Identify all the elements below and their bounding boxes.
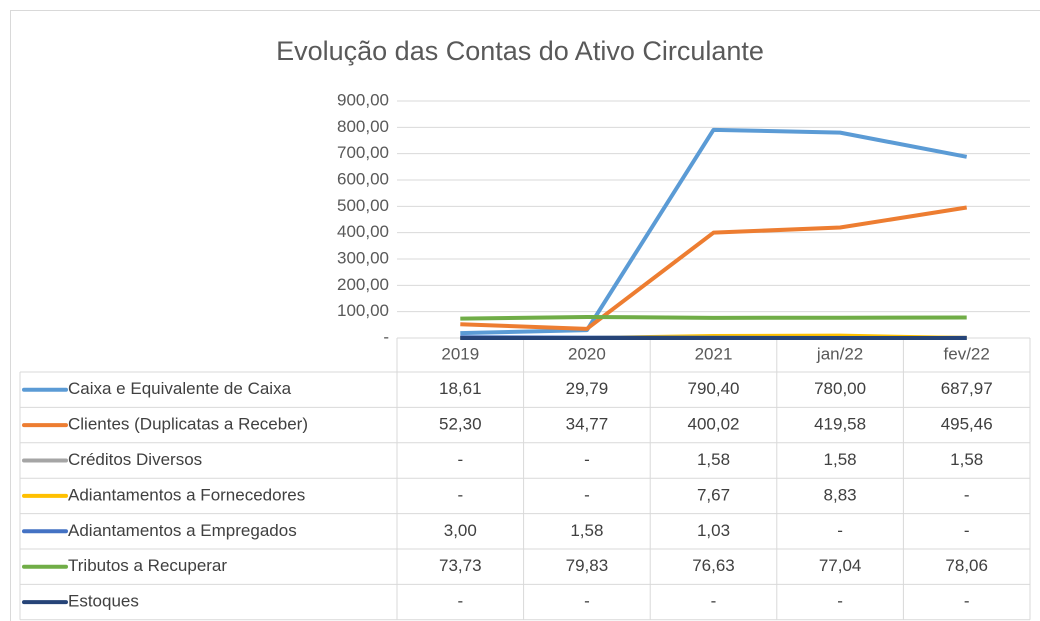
table-cell: - — [457, 485, 463, 504]
table-cell: 419,58 — [814, 415, 866, 434]
series-line — [460, 127, 968, 336]
y-tick-label: 600,00 — [337, 169, 389, 188]
y-tick-label: 300,00 — [337, 248, 389, 267]
series-line — [460, 205, 968, 331]
table-cell: - — [457, 592, 463, 611]
table-cell: 7,67 — [697, 485, 730, 504]
table-cell: 18,61 — [439, 379, 482, 398]
table-cell: 78,06 — [945, 556, 988, 575]
y-tick-label: 700,00 — [337, 143, 389, 162]
x-tick-label: 2019 — [441, 344, 479, 363]
table-cell: - — [584, 450, 590, 469]
y-tick-label: 200,00 — [337, 275, 389, 294]
table-cell: 52,30 — [439, 415, 482, 434]
legend-label: Adiantamentos a Empregados — [68, 521, 297, 540]
legend-label: Clientes (Duplicatas a Receber) — [68, 415, 308, 434]
table-cell: 1,58 — [697, 450, 730, 469]
table-cell: 34,77 — [566, 415, 609, 434]
x-tick-label: 2021 — [695, 344, 733, 363]
series-line — [460, 314, 967, 321]
table-cell: - — [837, 521, 843, 540]
table-cell: 780,00 — [814, 379, 866, 398]
legend-label: Adiantamentos a Fornecedores — [68, 485, 305, 504]
y-tick-label: 400,00 — [337, 222, 389, 241]
y-tick-label: 500,00 — [337, 196, 389, 215]
table-cell: - — [584, 592, 590, 611]
table-cell: 1,58 — [570, 521, 603, 540]
x-tick-label: fev/22 — [944, 344, 990, 363]
table-cell: 687,97 — [941, 379, 993, 398]
table-cell: - — [964, 592, 970, 611]
table-cell: 76,63 — [692, 556, 735, 575]
table-cell: 1,58 — [950, 450, 983, 469]
table-cell: 79,83 — [566, 556, 609, 575]
y-tick-label: - — [383, 327, 389, 346]
chart-border — [10, 10, 1040, 621]
x-tick-label: 2020 — [568, 344, 606, 363]
legend-label: Tributos a Recuperar — [68, 556, 227, 575]
table-cell: 3,00 — [444, 521, 477, 540]
table-cell: 790,40 — [688, 379, 740, 398]
y-tick-label: 800,00 — [337, 117, 389, 136]
table-cell: 8,83 — [824, 485, 857, 504]
table-cell: - — [964, 521, 970, 540]
table-cell: - — [964, 485, 970, 504]
legend-label: Créditos Diversos — [68, 450, 202, 469]
table-cell: 73,73 — [439, 556, 482, 575]
table-cell: 400,02 — [688, 415, 740, 434]
table-cell: 29,79 — [566, 379, 609, 398]
table-cell: 1,03 — [697, 521, 730, 540]
legend-label: Caixa e Equivalente de Caixa — [68, 379, 292, 398]
table-cell: - — [584, 485, 590, 504]
legend-label: Estoques — [68, 592, 139, 611]
table-cell: 77,04 — [819, 556, 862, 575]
table-cell: - — [837, 592, 843, 611]
chart-title: Evolução das Contas do Ativo Circulante — [276, 36, 764, 66]
y-tick-label: 100,00 — [337, 301, 389, 320]
table-cell: - — [457, 450, 463, 469]
table-cell: 495,46 — [941, 415, 993, 434]
table-cell: 1,58 — [824, 450, 857, 469]
y-tick-label: 900,00 — [337, 90, 389, 109]
table-cell: - — [711, 592, 717, 611]
x-tick-label: jan/22 — [816, 344, 863, 363]
